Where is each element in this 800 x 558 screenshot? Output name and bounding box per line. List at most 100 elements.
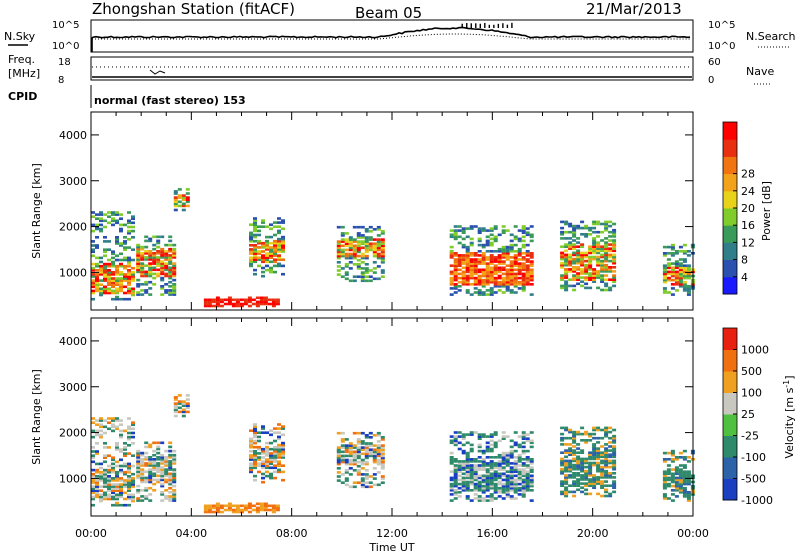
velocity-cell	[281, 452, 285, 455]
power-cell	[144, 274, 149, 278]
power-cell	[168, 289, 173, 292]
velocity-cell	[336, 446, 341, 449]
velocity-cell	[560, 436, 565, 440]
power-cell	[160, 264, 165, 267]
power-cell	[265, 225, 269, 228]
velocity-cell	[115, 495, 119, 499]
power-cell	[568, 241, 573, 244]
power-cell	[505, 247, 510, 251]
power-cell	[568, 245, 573, 248]
velocity-cell	[172, 458, 177, 461]
power-cell	[148, 239, 153, 243]
power-cell	[473, 266, 478, 270]
power-cell	[172, 268, 177, 272]
power-cell	[177, 194, 182, 197]
velocity-cell	[269, 452, 273, 455]
velocity-cell	[253, 423, 257, 426]
nave-tick-bottom: 0	[708, 75, 714, 86]
power-cell	[588, 266, 593, 269]
power-cell	[281, 219, 285, 222]
power-cell	[168, 243, 173, 247]
velocity-cell	[477, 443, 482, 447]
power-cell	[273, 258, 277, 261]
power-cell	[265, 252, 269, 255]
velocity-cell	[588, 480, 593, 483]
velocity-cell	[564, 469, 569, 473]
power-cell	[131, 236, 135, 239]
velocity-cell	[156, 458, 161, 461]
velocity-cell	[123, 442, 127, 445]
velocity-cell	[348, 446, 353, 449]
velocity-cell	[265, 450, 269, 453]
y-tick-label: 3000	[59, 175, 87, 188]
velocity-cell	[568, 459, 573, 463]
velocity-cell	[572, 457, 577, 461]
velocity-cell	[674, 470, 679, 473]
power-cell	[91, 215, 95, 218]
velocity-cell	[678, 470, 683, 473]
velocity-cell	[152, 474, 157, 478]
power-cell	[453, 254, 458, 257]
power-cell	[235, 304, 240, 308]
power-cell	[576, 268, 581, 271]
velocity-cell	[604, 465, 609, 469]
velocity-cell	[517, 456, 522, 459]
power-cell	[489, 276, 494, 280]
power-cell	[568, 237, 573, 240]
velocity-cell	[662, 484, 667, 488]
colorbar-swatch	[723, 156, 737, 175]
velocity-cell	[257, 445, 261, 449]
power-cell	[340, 234, 345, 237]
power-cell	[477, 280, 482, 284]
power-cell	[666, 262, 671, 265]
power-cell	[277, 239, 281, 243]
velocity-cell	[127, 479, 131, 482]
velocity-cell	[588, 432, 593, 436]
velocity-cell	[253, 429, 257, 432]
power-cell	[580, 259, 585, 263]
velocity-cell	[662, 495, 667, 498]
power-cell	[352, 238, 357, 241]
velocity-cell	[477, 480, 482, 484]
power-cell	[269, 270, 273, 274]
power-cell	[461, 229, 466, 232]
power-cell	[340, 250, 345, 254]
velocity-cell	[489, 484, 494, 488]
power-cell	[465, 276, 470, 280]
velocity-cell	[336, 479, 341, 482]
velocity-cell	[215, 504, 220, 508]
velocity-cell	[525, 456, 530, 459]
velocity-cell	[612, 434, 617, 438]
power-cell	[489, 229, 494, 232]
velocity-cell	[600, 445, 605, 448]
power-cell	[111, 211, 115, 214]
power-cell	[481, 272, 486, 276]
velocity-cell	[123, 470, 127, 474]
velocity-cell	[160, 460, 165, 463]
velocity-cell	[127, 503, 131, 507]
power-cell	[127, 283, 131, 286]
power-cell	[469, 293, 474, 296]
power-cell	[380, 246, 385, 250]
power-cell	[560, 255, 565, 259]
velocity-cell	[604, 443, 609, 446]
velocity-cell	[449, 441, 454, 445]
velocity-cell	[352, 456, 357, 460]
velocity-cell	[493, 441, 498, 445]
power-cell	[489, 243, 494, 247]
power-cell	[243, 302, 248, 306]
power-cell	[136, 247, 141, 251]
power-cell	[271, 302, 276, 306]
power-cell	[572, 270, 577, 273]
velocity-cell	[91, 491, 95, 495]
velocity-cell	[469, 458, 474, 461]
velocity-cell	[376, 462, 381, 466]
velocity-cell	[172, 476, 177, 480]
power-cell	[485, 235, 490, 239]
power-cell	[501, 231, 506, 234]
velocity-cell	[164, 470, 169, 473]
power-cell	[493, 256, 498, 259]
power-cell	[185, 188, 190, 191]
power-cell	[172, 287, 177, 290]
power-cell	[253, 239, 257, 243]
